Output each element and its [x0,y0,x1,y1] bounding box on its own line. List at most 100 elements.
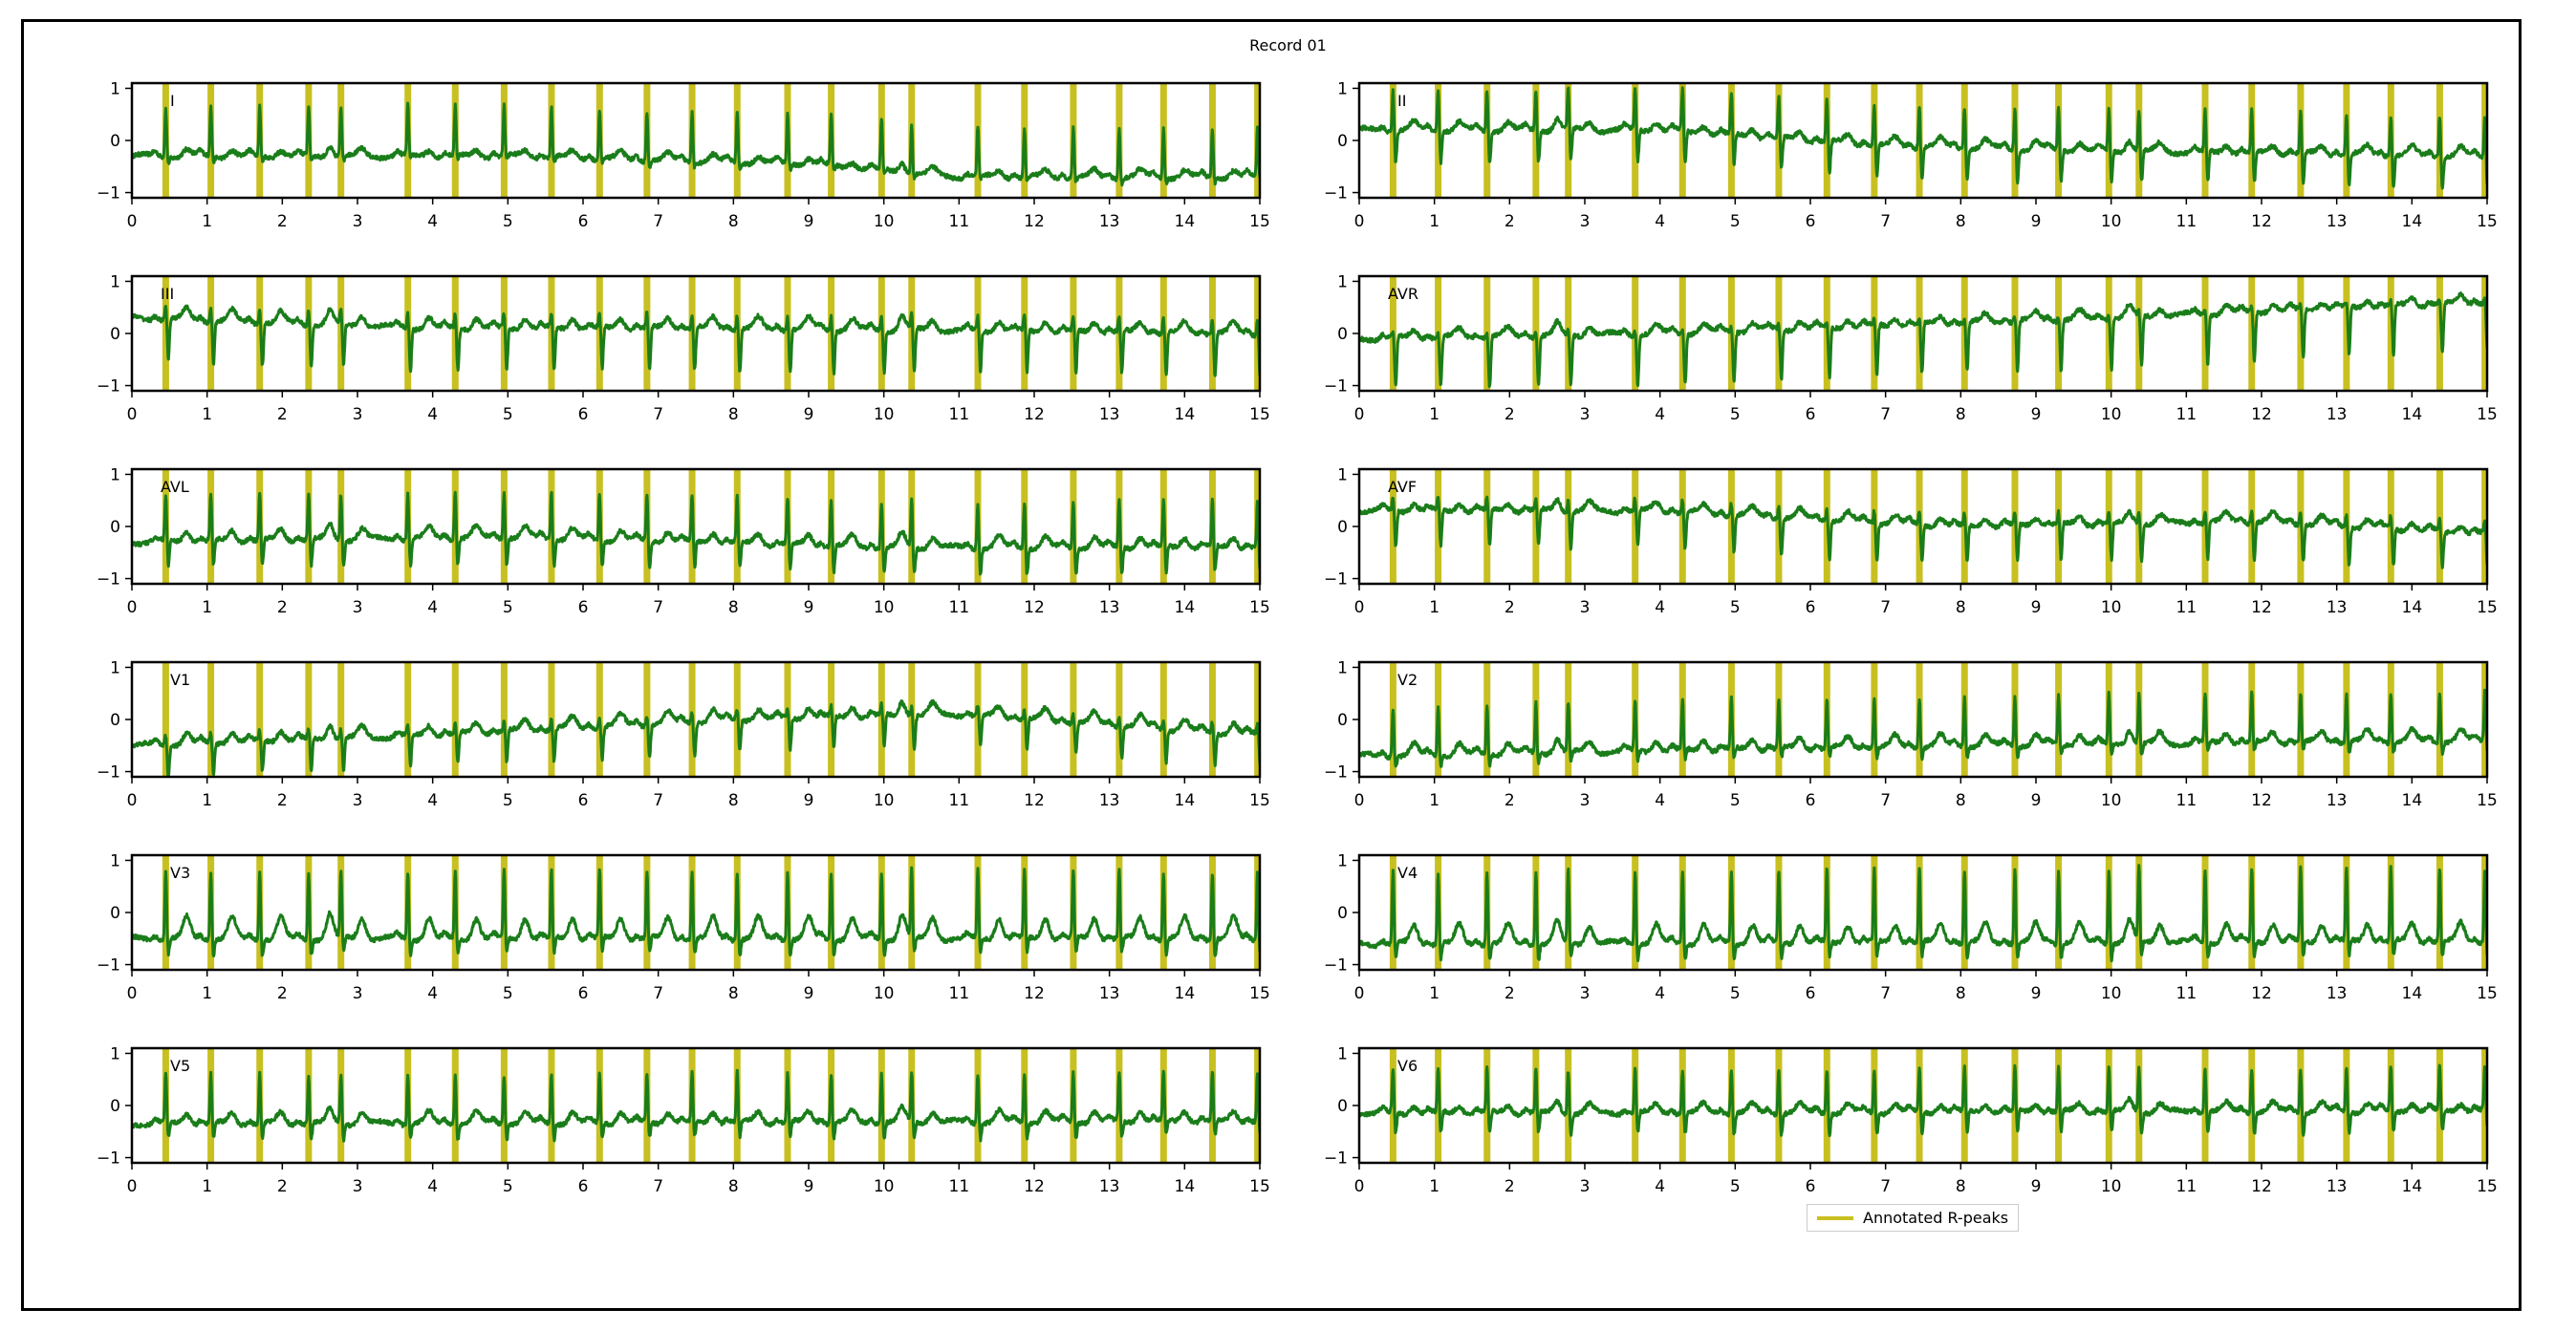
y-tick-label: 1 [1337,658,1348,677]
x-tick-label: 11 [949,791,970,810]
x-tick-label: 10 [2101,984,2122,1003]
y-tick-label: 0 [110,711,120,730]
r-peak-marker [1678,83,1686,198]
ecg-signal-line [1359,864,2487,963]
x-tick-label: 7 [1880,405,1891,424]
x-tick-label: 2 [277,984,288,1003]
r-peak-marker [2481,1048,2487,1163]
x-tick-label: 14 [1175,1177,1196,1196]
r-peak-marker [1483,469,1491,584]
r-peak-marker [1254,662,1260,777]
y-tick-label: 1 [1337,79,1348,98]
x-tick-label: 2 [277,598,288,617]
r-peak-marker [1532,83,1540,198]
y-tick-label: −1 [1324,377,1348,397]
lead-label: V5 [170,1057,190,1075]
x-tick-label: 11 [949,984,970,1003]
x-tick-label: 10 [2101,791,2122,810]
x-tick-label: 8 [728,1177,739,1196]
x-tick-label: 0 [1354,791,1365,810]
x-tick-label: 11 [949,212,970,231]
x-tick-label: 6 [578,405,589,424]
x-tick-label: 1 [202,1177,212,1196]
x-tick-label: 7 [1880,984,1891,1003]
r-peak-marker [1435,83,1442,198]
y-tick-label: 0 [110,325,120,344]
x-tick-label: 13 [1099,984,1120,1003]
x-tick-label: 11 [949,405,970,424]
x-tick-label: 1 [202,405,212,424]
x-tick-label: 14 [2402,405,2423,424]
x-tick-label: 0 [1354,212,1365,231]
x-tick-label: 0 [127,984,138,1003]
x-tick-label: 12 [1024,212,1045,231]
y-tick-label: 0 [1337,518,1348,537]
x-tick-label: 3 [1580,405,1591,424]
panel-axes-frame [1357,467,2489,586]
r-peak-marker [305,662,313,777]
x-tick-label: 4 [1655,212,1665,231]
x-tick-label: 15 [2477,598,2498,617]
x-tick-label: 5 [503,984,513,1003]
x-tick-label: 15 [2477,984,2498,1003]
lead-label: V3 [170,864,190,882]
x-tick-label: 8 [728,984,739,1003]
x-tick-label: 12 [1024,405,1045,424]
ecg-signal-line [1359,291,2487,388]
x-tick-label: 14 [1175,984,1196,1003]
r-peak-marker [1483,83,1491,198]
x-tick-label: 4 [427,984,438,1003]
x-tick-label: 0 [127,598,138,617]
x-tick-label: 9 [2031,212,2042,231]
x-tick-label: 13 [2327,791,2348,810]
x-tick-label: 6 [578,984,589,1003]
x-tick-label: 5 [503,212,513,231]
x-tick-label: 10 [874,405,895,424]
x-tick-label: 8 [728,791,739,810]
x-tick-label: 12 [2251,1177,2272,1196]
x-tick-label: 13 [1099,405,1120,424]
lead-label: III [161,285,174,303]
x-tick-label: 10 [874,598,895,617]
y-tick-label: −1 [1324,1149,1348,1169]
x-tick-label: 8 [728,598,739,617]
lead-label: AVL [161,478,189,496]
x-tick-label: 13 [1099,1177,1120,1196]
x-tick-label: 1 [202,598,212,617]
x-tick-label: 5 [503,405,513,424]
x-tick-label: 2 [277,405,288,424]
x-tick-label: 12 [2251,984,2272,1003]
x-tick-label: 3 [1580,984,1591,1003]
r-peak-marker [2387,276,2394,391]
y-tick-label: 1 [110,272,120,291]
y-tick-label: 0 [110,132,120,151]
x-tick-label: 7 [653,1177,663,1196]
x-tick-label: 11 [2176,598,2197,617]
x-tick-label: 4 [1655,1177,1665,1196]
y-tick-label: 0 [110,904,120,923]
x-tick-label: 12 [1024,984,1045,1003]
x-tick-label: 11 [2176,405,2197,424]
r-peak-marker [1389,469,1396,584]
x-tick-label: 15 [2477,405,2498,424]
x-tick-label: 9 [2031,405,2042,424]
x-tick-label: 4 [427,791,438,810]
x-tick-label: 13 [2327,1177,2348,1196]
x-tick-label: 14 [1175,791,1196,810]
r-peak-marker [1727,83,1735,198]
x-tick-label: 7 [1880,791,1891,810]
x-tick-label: 10 [874,212,895,231]
x-tick-label: 5 [1730,791,1741,810]
x-tick-label: 9 [804,212,814,231]
y-tick-label: −1 [1324,570,1348,590]
x-tick-label: 7 [1880,212,1891,231]
x-tick-label: 10 [2101,405,2122,424]
x-tick-label: 1 [202,791,212,810]
legend-swatch [1817,1215,1853,1220]
x-tick-label: 7 [1880,598,1891,617]
